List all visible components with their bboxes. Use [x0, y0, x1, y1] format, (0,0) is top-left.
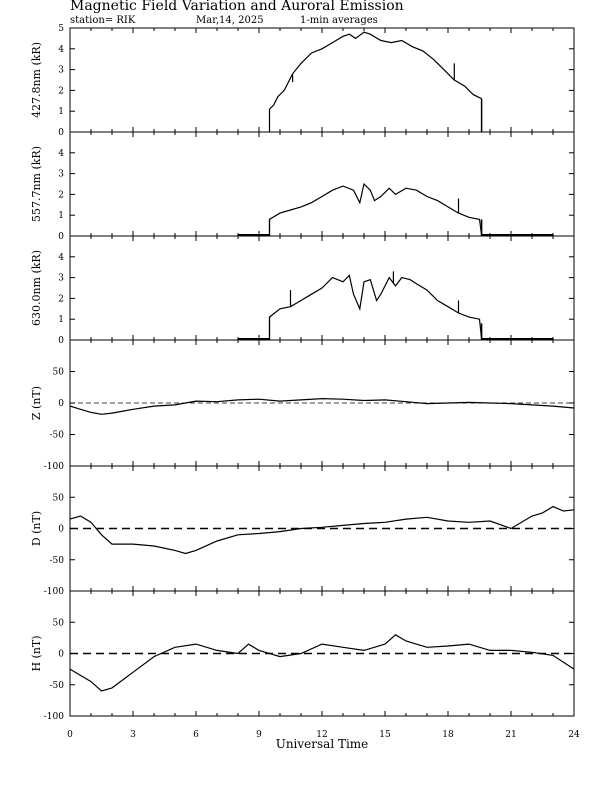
y-tick-label: -100: [44, 462, 64, 472]
panel-6: -100 -50 0 50 H (nT): [30, 590, 575, 722]
series-line: [69, 505, 575, 555]
x-tick-labels: 0 3 6 9 12 15 18 21 24: [67, 730, 580, 740]
y-tick-label: 4: [58, 45, 64, 55]
y-tick-label: 50: [53, 618, 65, 628]
y-tick-label: 1: [58, 211, 64, 221]
x-tick-label: 24: [568, 730, 580, 740]
y-tick-label: -50: [50, 556, 65, 566]
y-tick-label: 5: [58, 24, 64, 34]
y-axis-label: 630.0nm (kR): [30, 250, 43, 326]
y-tick-label: 0: [58, 525, 64, 535]
y-tick-label: 0: [58, 650, 64, 660]
panel-5: -100 -50 0 50 D (nT): [30, 465, 575, 597]
y-tick-label: 2: [58, 86, 64, 96]
y-tick-label: -50: [50, 681, 65, 691]
y-axis-label: D (nT): [30, 511, 43, 546]
panel-2: 0 1 2 3 4 557.7nm (kR): [30, 131, 575, 242]
series-line: [269, 31, 482, 110]
y-axis-label: 427.8nm (kR): [30, 42, 43, 118]
y-tick-label: 0: [58, 336, 64, 346]
series-line: [69, 634, 575, 692]
y-tick-label: 0: [58, 128, 64, 138]
series-line: [238, 182, 553, 236]
x-tick-label: 9: [256, 730, 262, 740]
x-tick-label: 12: [316, 730, 327, 740]
y-tick-label: -100: [44, 712, 64, 722]
y-tick-label: -100: [44, 587, 64, 597]
station-label: station= RIK: [70, 15, 136, 26]
y-tick-label: 0: [58, 232, 64, 242]
panel-3: 0 1 2 3 4 630.0nm (kR): [30, 235, 575, 346]
y-axis-label: H (nT): [30, 635, 43, 671]
x-tick-label: 6: [193, 730, 199, 740]
series-line: [238, 274, 553, 340]
x-tick-label: 21: [505, 730, 516, 740]
series-line: [69, 397, 575, 415]
chart-title: Magnetic Field Variation and Auroral Emi…: [70, 0, 404, 14]
y-tick-label: 0: [58, 399, 64, 409]
x-tick-label: 18: [442, 730, 454, 740]
x-tick-label: 3: [130, 730, 136, 740]
y-tick-label: 3: [58, 274, 64, 284]
y-tick-label: 2: [58, 190, 64, 200]
y-tick-label: 50: [53, 493, 65, 503]
y-tick-label: -50: [50, 431, 65, 441]
x-axis-label: Universal Time: [276, 737, 369, 751]
averages-label: 1-min averages: [300, 15, 378, 26]
panels-group: 0 1 2 3 4 5 427.8nm (kR) 0 1 2 3 4 557.7nm (kR) 0 1 2 3 4…: [30, 24, 575, 722]
y-tick-label: 4: [58, 149, 64, 159]
y-axis-label: Z (nT): [30, 386, 43, 420]
date-label: Mar,14, 2025: [196, 15, 264, 26]
panel-frame: [69, 131, 575, 237]
x-tick-label: 0: [67, 730, 73, 740]
panel-frame: [69, 27, 575, 133]
x-tick-label: 15: [379, 730, 391, 740]
y-tick-label: 3: [58, 170, 64, 180]
y-tick-label: 1: [58, 315, 64, 325]
y-tick-label: 1: [58, 107, 64, 117]
panel-1: 0 1 2 3 4 5 427.8nm (kR): [30, 24, 575, 138]
panel-4: -100 -50 0 50 Z (nT): [30, 339, 575, 472]
y-tick-label: 3: [58, 66, 64, 76]
y-axis-label: 557.7nm (kR): [30, 146, 43, 222]
y-tick-label: 2: [58, 294, 64, 304]
y-tick-label: 4: [58, 253, 64, 263]
y-tick-label: 50: [53, 368, 65, 378]
